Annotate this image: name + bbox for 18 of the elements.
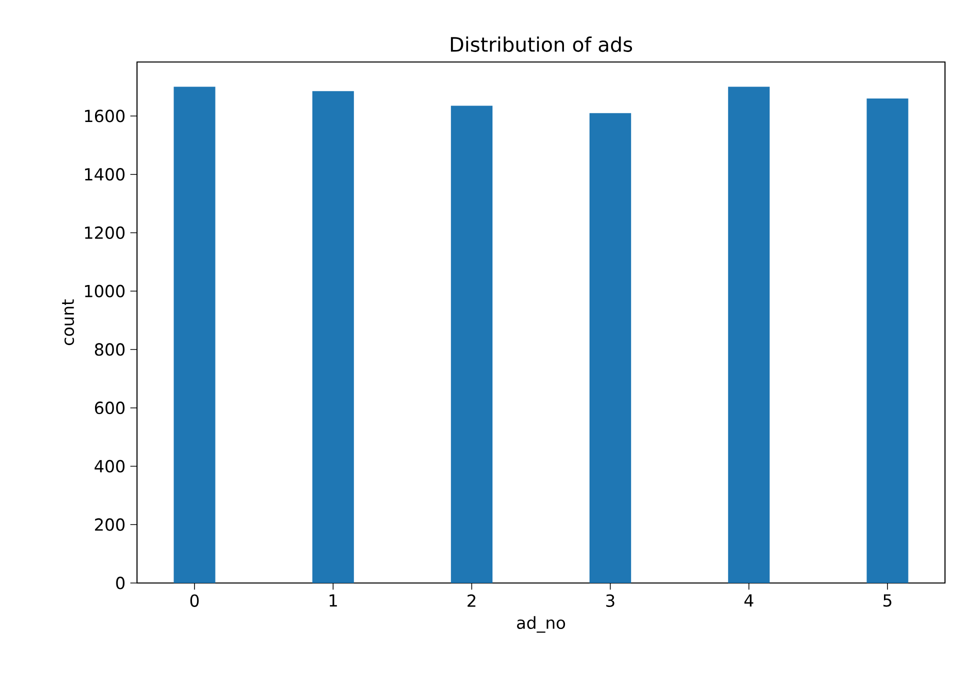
y-tick-label: 1000 xyxy=(85,284,125,298)
y-tick-label: 1200 xyxy=(85,226,125,240)
x-tick-label: 5 xyxy=(883,594,892,607)
y-tick-label: 0 xyxy=(116,576,125,590)
y-tick-label: 600 xyxy=(94,402,125,414)
x-tick-label: 2 xyxy=(468,594,476,607)
x-tick-label: 4 xyxy=(744,594,754,607)
x-axis-title: ad_no xyxy=(517,616,566,633)
y-axis-title: count xyxy=(62,299,74,346)
y-tick-label: 200 xyxy=(95,518,125,531)
chart-title: Distribution of ads xyxy=(450,36,632,52)
y-tick-label: 800 xyxy=(94,343,125,356)
y-tick-label: 1400 xyxy=(85,168,125,181)
y-tick-label: 1600 xyxy=(85,110,125,122)
x-tick-label: 3 xyxy=(606,594,614,607)
x-tick-label: 1 xyxy=(330,594,337,607)
y-tick-label: 400 xyxy=(94,460,125,473)
x-tick-label: 0 xyxy=(190,594,199,607)
